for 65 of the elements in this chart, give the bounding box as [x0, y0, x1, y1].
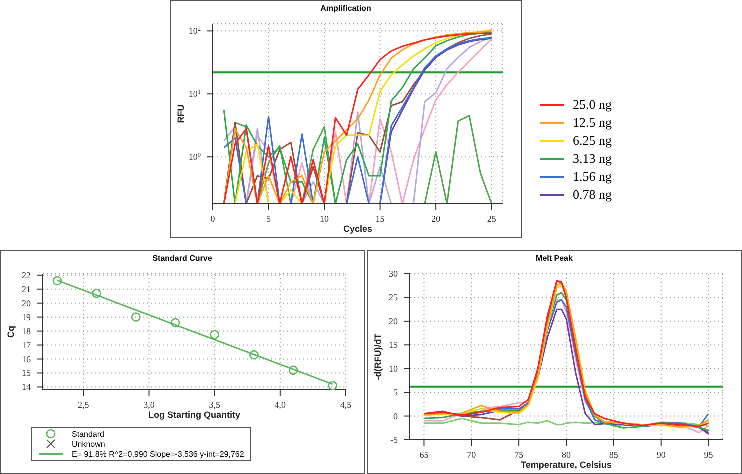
line-series — [423, 418, 710, 427]
legend-label: 12.5 ng — [573, 115, 612, 131]
y-tick-label: 19 — [22, 312, 32, 322]
y-tick-label: 30 — [389, 269, 398, 279]
y-tick-label: 10 — [389, 364, 398, 374]
x-tick-label: 3,5 — [209, 400, 221, 410]
x-tick-label: 4,0 — [274, 400, 287, 410]
x-tick-label: 15 — [376, 214, 386, 224]
y-tick-label: 18 — [22, 326, 32, 336]
y-axis-title: RFU — [176, 104, 186, 124]
x-tick-label: 65 — [420, 450, 430, 460]
x-tick-label: 10 — [320, 214, 330, 224]
y-axis-title: Cq — [6, 326, 16, 338]
y-tick-label: 20 — [22, 298, 32, 308]
y-tick-label: 10$^{1}$ — [188, 88, 201, 100]
y-tick-label: -5 — [390, 435, 398, 445]
y-tick-label: 14 — [22, 382, 32, 392]
x-tick-label: 5 — [266, 214, 272, 224]
point — [328, 381, 338, 390]
legend-label: 1.56 ng — [573, 169, 612, 185]
x-axis-title: Cycles — [343, 224, 373, 234]
y-axis-title: -d(RFU)/dT — [373, 333, 384, 380]
y-tick-label: 5 — [394, 388, 398, 398]
y-tick-label: 20 — [389, 316, 398, 326]
y-tick-label: 15 — [389, 340, 398, 350]
x-tick-label: 25 — [487, 214, 497, 224]
point — [170, 318, 180, 328]
x-tick-label: 0 — [210, 214, 216, 224]
x-axis-title: Log Starting Quantity — [148, 410, 240, 420]
legend-label: 25.0 ng — [573, 97, 612, 113]
y-tick-label: 22 — [22, 270, 31, 280]
point — [210, 330, 220, 340]
x-tick-label: 80 — [562, 450, 572, 460]
x-axis-title: Temperature, Celsius — [521, 460, 612, 470]
point — [52, 276, 62, 286]
point — [131, 312, 141, 322]
x-tick-label: 4,5 — [340, 400, 352, 410]
x-tick-label: 90 — [656, 450, 666, 460]
x-tick-label: 20 — [432, 214, 442, 224]
x-tick-label: 85 — [609, 450, 619, 460]
legend-label: 6.25 ng — [573, 133, 612, 149]
point — [250, 350, 259, 360]
legend-label: E= 91,8% R^2=0,990 Slope=-3,536 y-int=29,762 — [72, 450, 244, 458]
x-tick-label: 2,5 — [78, 400, 90, 410]
y-tick-label: 10$^{0}$ — [188, 152, 201, 162]
legend-label: Standard — [72, 430, 104, 438]
legend-label: 3.13 ng — [573, 151, 612, 167]
x-tick-label: 70 — [467, 450, 477, 460]
y-tick-label: 0 — [394, 411, 398, 422]
x-tick-label: 95 — [704, 450, 714, 460]
y-tick-label: 15 — [22, 368, 32, 378]
chart-title: Amplification — [320, 4, 372, 15]
x-tick-label: 75 — [514, 450, 524, 460]
y-tick-label: 25 — [389, 292, 398, 303]
y-tick-label: 10$^{2}$ — [188, 26, 201, 36]
chart-title: Melt Peak — [535, 254, 574, 265]
y-tick-label: 17 — [22, 340, 32, 350]
x-tick-label: 3,0 — [144, 400, 156, 410]
point — [92, 288, 102, 298]
chart-title: Standard Curve — [152, 254, 214, 265]
legend-label: Unknown — [72, 440, 106, 448]
point — [288, 366, 298, 376]
legend-label: 0.78 ng — [573, 187, 612, 203]
y-tick-label: 16 — [22, 354, 32, 364]
y-tick-label: 21 — [22, 284, 31, 294]
